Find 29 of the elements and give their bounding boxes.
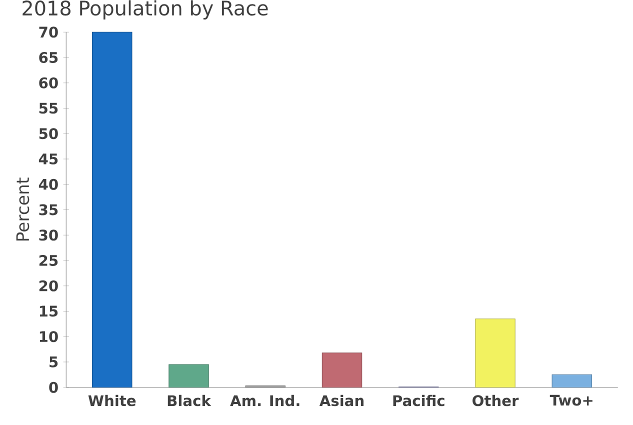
y-tick-label: 20	[39, 280, 58, 292]
y-tick-label: 10	[40, 331, 58, 342]
y-tick-label: 25	[39, 254, 58, 266]
y-tick-label: 35	[39, 204, 58, 216]
y-tick-label: 45	[38, 154, 58, 164]
x-tick-label: Asian	[319, 394, 364, 406]
x-tick-label: Am. Ind.	[230, 394, 300, 406]
bar	[322, 352, 362, 388]
x-tick-label: Black	[168, 394, 212, 406]
x-tick-label: White	[88, 394, 136, 406]
x-tick-label: Other	[472, 394, 519, 406]
y-axis-title: Percent	[16, 178, 30, 240]
y-tick-label: 65	[39, 52, 58, 63]
bar	[475, 318, 516, 388]
y-tick-label: 40	[38, 178, 58, 190]
y-tick-label: 60	[39, 77, 58, 88]
y-tick-label: 5	[50, 356, 58, 368]
y-tick-label: 50	[39, 128, 58, 140]
bar	[552, 374, 592, 388]
chart-title: 2018 Population by Race	[22, 0, 268, 20]
x-tick-label: Two+	[550, 394, 592, 406]
y-tick-label: 0	[49, 382, 58, 393]
x-tick-label: Pacific	[393, 394, 444, 406]
bar	[92, 32, 132, 388]
y-tick-label: 30	[39, 230, 58, 241]
y-tick-label: 55	[39, 102, 58, 114]
y-tick-label: 70	[39, 26, 58, 38]
bar	[168, 364, 209, 388]
y-tick-label: 15	[40, 306, 58, 317]
